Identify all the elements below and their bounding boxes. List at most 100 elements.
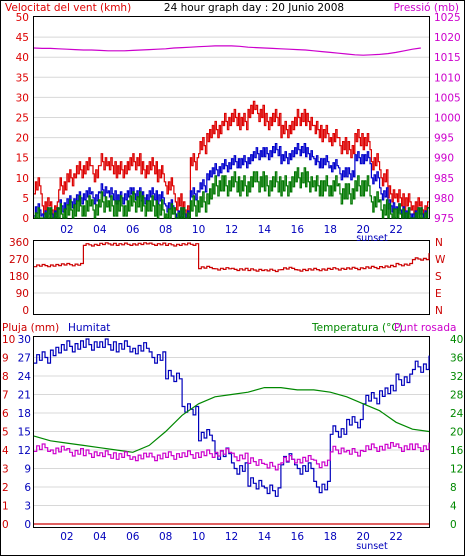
wind-tick-label: 45 <box>16 32 29 44</box>
temperature-axis-label: Temperatura (°C) <box>311 322 403 334</box>
dewpoint-axis-label: Punt rosada <box>394 322 456 334</box>
temperature-tick-label: 24 <box>450 408 464 420</box>
sunset-label-bottom: sunset <box>356 541 388 552</box>
wind-x-tick-label: 04 <box>93 224 107 236</box>
compass-tick-label: N <box>435 237 443 249</box>
humidity-x-tick-label: 10 <box>192 531 205 543</box>
wind-x-tick-label: 22 <box>389 224 402 236</box>
rain-tick-label: 4 <box>2 445 9 457</box>
humidity-axis-label: Humitat <box>68 322 110 334</box>
pressure-tick-label: 1025 <box>434 12 461 24</box>
humidity-tick-label: 6 <box>24 482 31 494</box>
rain-tick-label: 1 <box>2 501 9 513</box>
wind-gust-line <box>34 100 429 219</box>
compass-tick-label: N <box>435 305 443 317</box>
rain-axis-label: Pluja (mm) <box>2 322 59 334</box>
humidity-tick-label: 27 <box>18 353 31 365</box>
direction-tick-label: 0 <box>22 305 29 317</box>
humidity-line <box>34 338 430 497</box>
humidity-tick-label: 3 <box>24 501 31 513</box>
wind-x-tick-label: 08 <box>159 224 172 236</box>
humidity-x-tick-label: 02 <box>60 531 73 543</box>
humidity-tick-label: 30 <box>18 334 31 346</box>
pressure-line <box>33 45 421 56</box>
humidity-tick-label: 0 <box>24 519 31 531</box>
temperature-tick-label: 0 <box>450 519 457 531</box>
rain-tick-label: 6 <box>2 408 9 420</box>
rain-tick-label: 2 <box>2 482 9 494</box>
wind-tick-label: 40 <box>16 52 29 64</box>
temperature-tick-label: 32 <box>450 371 463 383</box>
pressure-tick-label: 975 <box>434 213 454 225</box>
temperature-tick-label: 4 <box>450 501 457 513</box>
temperature-tick-label: 16 <box>450 445 464 457</box>
rain-tick-label: 5 <box>2 427 9 439</box>
wind-tick-label: 30 <box>16 92 29 104</box>
pressure-axis-label: Pressió (mb) <box>394 2 459 14</box>
wind-tick-label: 20 <box>16 133 29 145</box>
wind-x-tick-label: 20 <box>356 224 369 236</box>
humidity-tick-label: 12 <box>18 445 31 457</box>
wind-x-tick-label: 12 <box>225 224 238 236</box>
humidity-tick-label: 9 <box>24 464 31 476</box>
temperature-tick-label: 40 <box>450 334 463 346</box>
rain-tick-label: 10 <box>2 334 15 346</box>
direction-line <box>34 242 430 273</box>
temperature-tick-label: 8 <box>450 482 457 494</box>
humidity-x-tick-label: 14 <box>258 531 272 543</box>
temperature-tick-label: 36 <box>450 353 464 365</box>
rain-tick-label: 7 <box>2 390 9 402</box>
wind-tick-label: 5 <box>22 193 29 205</box>
humidity-tick-label: 21 <box>18 390 31 402</box>
chart-marks: 0510152025303540455097598098599099510001… <box>2 12 464 543</box>
humidity-tick-label: 18 <box>18 408 31 420</box>
wind-tick-label: 25 <box>16 113 29 125</box>
direction-panel-frame <box>33 240 430 315</box>
dewpoint-line <box>34 442 430 471</box>
wind-x-tick-label: 18 <box>324 224 337 236</box>
wind-tick-label: 10 <box>16 173 29 185</box>
wind-x-tick-label: 10 <box>192 224 205 236</box>
humidity-x-tick-label: 16 <box>291 531 305 543</box>
compass-tick-label: W <box>435 254 446 266</box>
wind-tick-label: 35 <box>16 72 29 84</box>
temperature-tick-label: 12 <box>450 464 463 476</box>
pressure-tick-label: 985 <box>434 173 454 185</box>
wind-low-line <box>34 167 429 219</box>
direction-tick-label: 360 <box>9 237 29 249</box>
temperature-tick-label: 20 <box>450 427 463 439</box>
pressure-tick-label: 1015 <box>434 52 461 64</box>
humidity-x-tick-label: 04 <box>93 531 107 543</box>
compass-tick-label: E <box>435 288 442 300</box>
graph-title: 24 hour graph day : 20 Junio 2008 <box>164 2 344 14</box>
pressure-tick-label: 1000 <box>434 113 461 125</box>
humidity-x-tick-label: 18 <box>324 531 337 543</box>
humidity-x-tick-label: 22 <box>389 531 402 543</box>
wind-tick-label: 0 <box>22 213 29 225</box>
wind-panel-frame <box>33 16 430 219</box>
pressure-tick-label: 980 <box>434 193 454 205</box>
rain-tick-label: 3 <box>2 464 9 476</box>
pressure-tick-label: 990 <box>434 153 454 165</box>
temperature-tick-label: 28 <box>450 390 463 402</box>
wind-x-tick-label: 02 <box>60 224 73 236</box>
humidity-x-tick-label: 06 <box>126 531 140 543</box>
humidity-x-tick-label: 12 <box>225 531 238 543</box>
rain-tick-label: 0 <box>2 519 9 531</box>
compass-tick-label: S <box>435 271 442 283</box>
rain-tick-label: 9 <box>2 353 9 365</box>
pressure-tick-label: 1005 <box>434 92 461 104</box>
humidity-x-tick-label: 20 <box>356 531 369 543</box>
direction-tick-label: 270 <box>9 254 29 266</box>
humidity-x-tick-label: 08 <box>159 531 172 543</box>
humidity-panel-frame <box>33 336 430 528</box>
rain-tick-label: 8 <box>2 371 9 383</box>
direction-tick-label: 90 <box>16 288 29 300</box>
temperature-line <box>33 387 430 453</box>
sunset-label-top: sunset <box>356 233 388 244</box>
pressure-tick-label: 1020 <box>434 32 461 44</box>
humidity-tick-label: 24 <box>18 371 32 383</box>
